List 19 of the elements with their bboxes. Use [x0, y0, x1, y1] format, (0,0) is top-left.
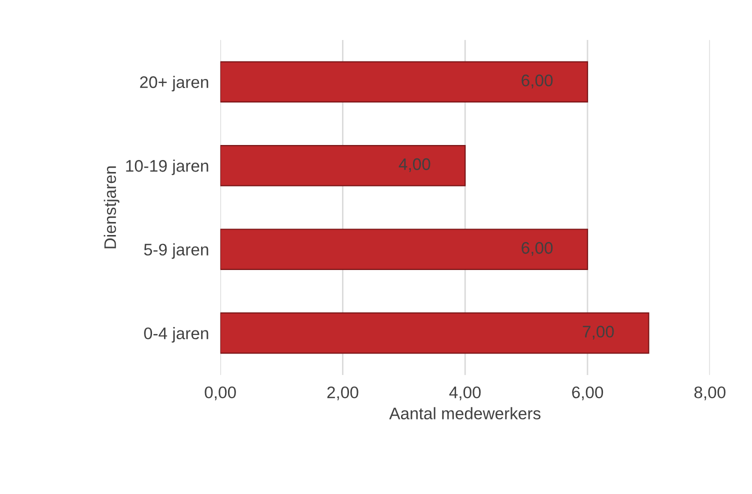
bar	[220, 312, 650, 354]
data-label: 6,00	[522, 74, 553, 88]
x-tick-label: 0,00	[204, 386, 236, 400]
y-tick-label: 10-19 jaren	[126, 160, 208, 176]
x-tick-label: 6,00	[572, 386, 604, 400]
y-tick-label: 0-4 jaren	[144, 327, 208, 343]
bar	[220, 144, 466, 186]
bar	[220, 61, 588, 103]
x-tick-label: 8,00	[694, 386, 726, 400]
y-tick-label: 20+ jaren	[140, 76, 208, 92]
y-tick-label: 5-9 jaren	[144, 243, 208, 259]
data-label: 4,00	[398, 158, 430, 172]
x-axis-title: Aantal medewerkers	[389, 407, 540, 420]
x-tick-label: 2,00	[327, 386, 358, 400]
bar	[220, 228, 588, 270]
data-label: 6,00	[522, 242, 553, 256]
y-axis-title: Dienstjaren	[104, 166, 120, 248]
x-tick-label: 4,00	[449, 386, 481, 400]
data-label: 7,00	[582, 326, 614, 340]
